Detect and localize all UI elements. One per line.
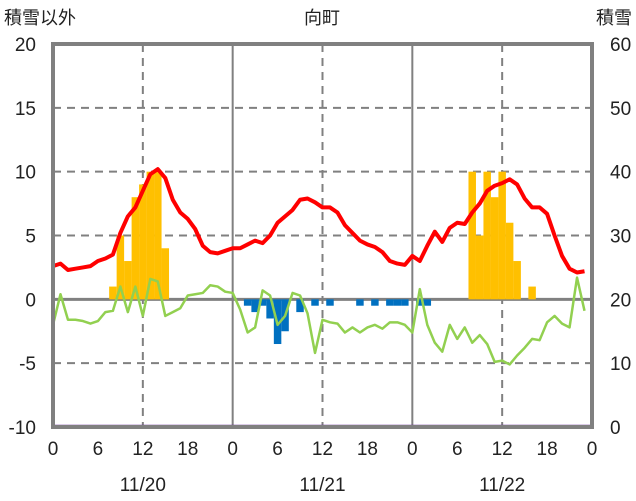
plot-border [51,42,594,429]
plot-frame [51,42,594,429]
y-tick-right: 10 [610,354,631,375]
y-tick-left: -5 [19,354,36,375]
y-tick-right: 0 [610,418,621,439]
left-axis-title: 積雪以外 [4,8,76,29]
bar [243,299,252,306]
bar [266,299,274,319]
temperature-line [52,167,585,275]
bar [326,299,334,306]
date-label: 11/20 [120,475,166,496]
x-tick: 18 [537,439,558,460]
bar [475,235,484,300]
y-tick-right: 50 [610,99,631,120]
bar [490,197,499,300]
bar [356,299,364,306]
bar [251,299,259,313]
bar [131,197,140,300]
bar [528,286,536,300]
x-tick: 12 [312,439,333,460]
y-tick-right: 30 [610,227,631,248]
y-tick-left: 10 [15,163,36,184]
date-label: 11/21 [299,475,345,496]
bar [386,299,394,306]
y-tick-left: 5 [25,227,36,248]
x-tick: 0 [227,439,238,460]
y-tick-left: -10 [9,418,36,439]
x-tick: 0 [587,439,598,460]
x-tick: 0 [48,439,59,460]
y-tick-right: 20 [610,290,631,311]
right-axis-title: 積雪 [596,8,632,29]
x-tick: 12 [492,439,513,460]
y-tick-left: 20 [15,35,36,56]
bar [311,299,319,306]
x-tick: 6 [452,439,463,460]
bar [513,261,521,300]
other-line [51,276,586,366]
bar [146,171,155,300]
x-tick: 18 [357,439,378,460]
bar [498,171,506,300]
bar [109,286,117,300]
bar [296,299,304,313]
x-tick: 0 [407,439,418,460]
bar [161,248,170,300]
bar [116,235,125,300]
bar [393,299,402,306]
x-tick: 12 [132,439,153,460]
y-tick-left: 15 [15,99,36,120]
y-tick-right: 60 [610,35,631,56]
chart-title: 向町 [304,8,340,29]
y-tick-right: 40 [610,163,631,184]
date-label: 11/22 [479,475,525,496]
bar [154,171,162,300]
x-tick: 18 [177,439,198,460]
bar [505,222,514,300]
bar [416,299,424,306]
bar [401,299,409,306]
x-tick: 6 [272,439,283,460]
y-tick-left: 0 [25,290,36,311]
bar [468,171,476,300]
bar [371,299,379,306]
bar [139,184,147,300]
x-tick: 6 [93,439,104,460]
bar [483,171,491,300]
bar [124,261,132,300]
bar [258,299,267,306]
bar [423,299,432,306]
